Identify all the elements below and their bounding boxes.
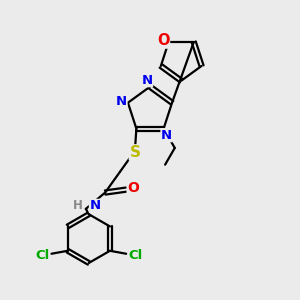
Text: Cl: Cl: [128, 249, 142, 262]
Text: O: O: [157, 33, 169, 48]
Text: O: O: [127, 181, 139, 195]
Text: N: N: [89, 200, 100, 212]
Text: S: S: [129, 145, 140, 160]
Text: N: N: [116, 95, 127, 108]
Text: Cl: Cl: [35, 249, 50, 262]
Text: H: H: [72, 200, 82, 212]
Text: N: N: [142, 74, 153, 87]
Text: N: N: [161, 129, 172, 142]
